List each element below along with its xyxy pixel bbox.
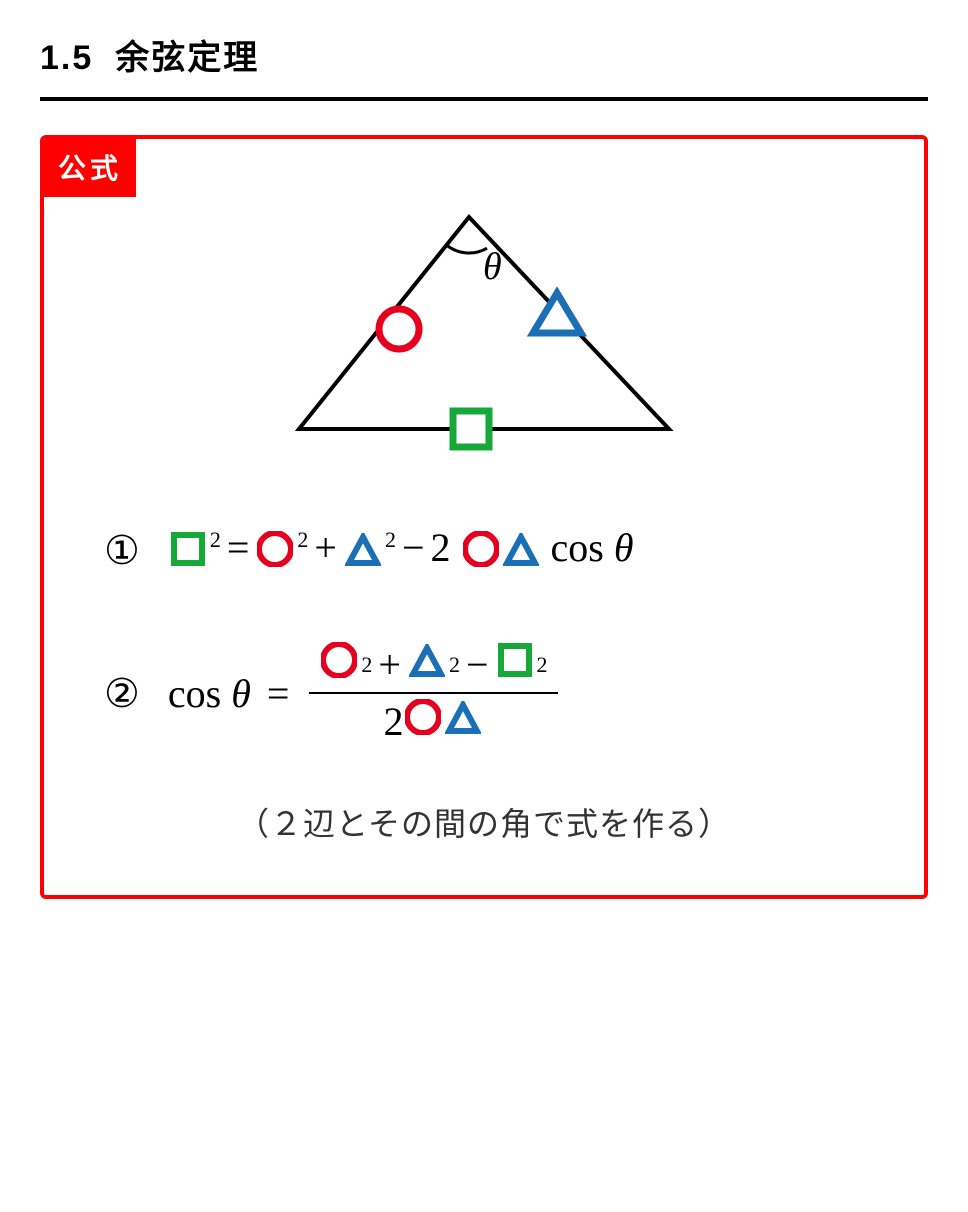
formula-2-denominator: 2 [373, 694, 493, 749]
circle-icon [321, 641, 357, 688]
formula-box: 公式 θ ① 2=2+2−2 cos θ ② cos θ = 2+2 − 2 2… [40, 135, 928, 899]
circle-icon [463, 530, 499, 577]
formula-2-fraction: 2+2 − 2 2 [309, 637, 557, 749]
formula-note: （２辺とその間の角で式を作る） [74, 799, 894, 845]
heading-rule [40, 97, 928, 101]
formula-2-lhs: cos θ = [168, 670, 296, 717]
square-icon [497, 641, 533, 688]
formula-badge: 公式 [44, 139, 136, 197]
triangle-icon [445, 698, 481, 745]
formula-2-numerator: 2+2 − 2 [309, 637, 557, 692]
formula-2: ② cos θ = 2+2 − 2 2 [104, 637, 894, 749]
section-number: 1.5 [40, 39, 93, 77]
formula-1: ① 2=2+2−2 cos θ [104, 524, 894, 577]
square-icon [170, 530, 206, 577]
circle-icon [257, 530, 293, 577]
triangle-diagram: θ [74, 199, 894, 464]
formula-1-label: ① [104, 527, 140, 574]
formula-2-label: ② [104, 670, 140, 717]
triangle-icon [409, 641, 445, 688]
svg-text:θ: θ [483, 246, 502, 288]
circle-icon [405, 698, 441, 745]
formula-1-body: 2=2+2−2 cos θ [168, 524, 634, 577]
diagram-svg: θ [269, 199, 699, 459]
triangle-icon [345, 530, 381, 577]
section-heading: 1.5 余弦定理 [40, 30, 928, 79]
triangle-icon [503, 530, 539, 577]
section-title: 余弦定理 [115, 39, 259, 77]
